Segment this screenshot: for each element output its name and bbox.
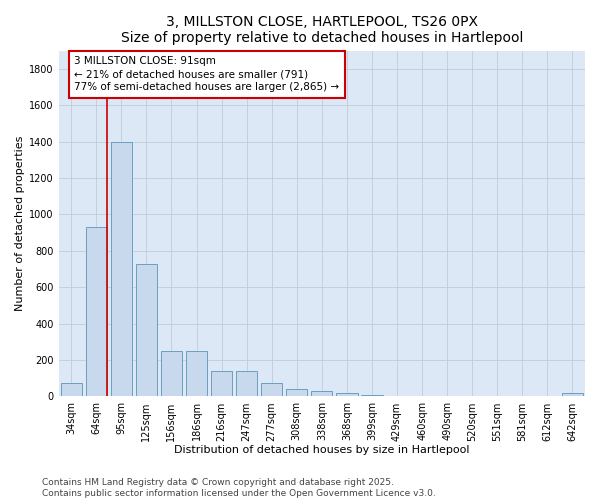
Bar	[161, 351, 182, 397]
Bar	[361, 394, 383, 396]
Bar	[261, 383, 283, 396]
Bar	[61, 383, 82, 396]
Bar	[311, 391, 332, 396]
Bar	[186, 351, 207, 397]
Bar	[286, 389, 307, 396]
Bar	[110, 142, 132, 396]
Bar	[86, 227, 107, 396]
Bar	[562, 393, 583, 396]
Text: 3 MILLSTON CLOSE: 91sqm
← 21% of detached houses are smaller (791)
77% of semi-d: 3 MILLSTON CLOSE: 91sqm ← 21% of detache…	[74, 56, 340, 92]
Bar	[336, 393, 358, 396]
Text: Contains HM Land Registry data © Crown copyright and database right 2025.
Contai: Contains HM Land Registry data © Crown c…	[42, 478, 436, 498]
Y-axis label: Number of detached properties: Number of detached properties	[15, 136, 25, 311]
Bar	[236, 371, 257, 396]
Bar	[136, 264, 157, 396]
X-axis label: Distribution of detached houses by size in Hartlepool: Distribution of detached houses by size …	[174, 445, 470, 455]
Bar	[211, 371, 232, 396]
Title: 3, MILLSTON CLOSE, HARTLEPOOL, TS26 0PX
Size of property relative to detached ho: 3, MILLSTON CLOSE, HARTLEPOOL, TS26 0PX …	[121, 15, 523, 45]
